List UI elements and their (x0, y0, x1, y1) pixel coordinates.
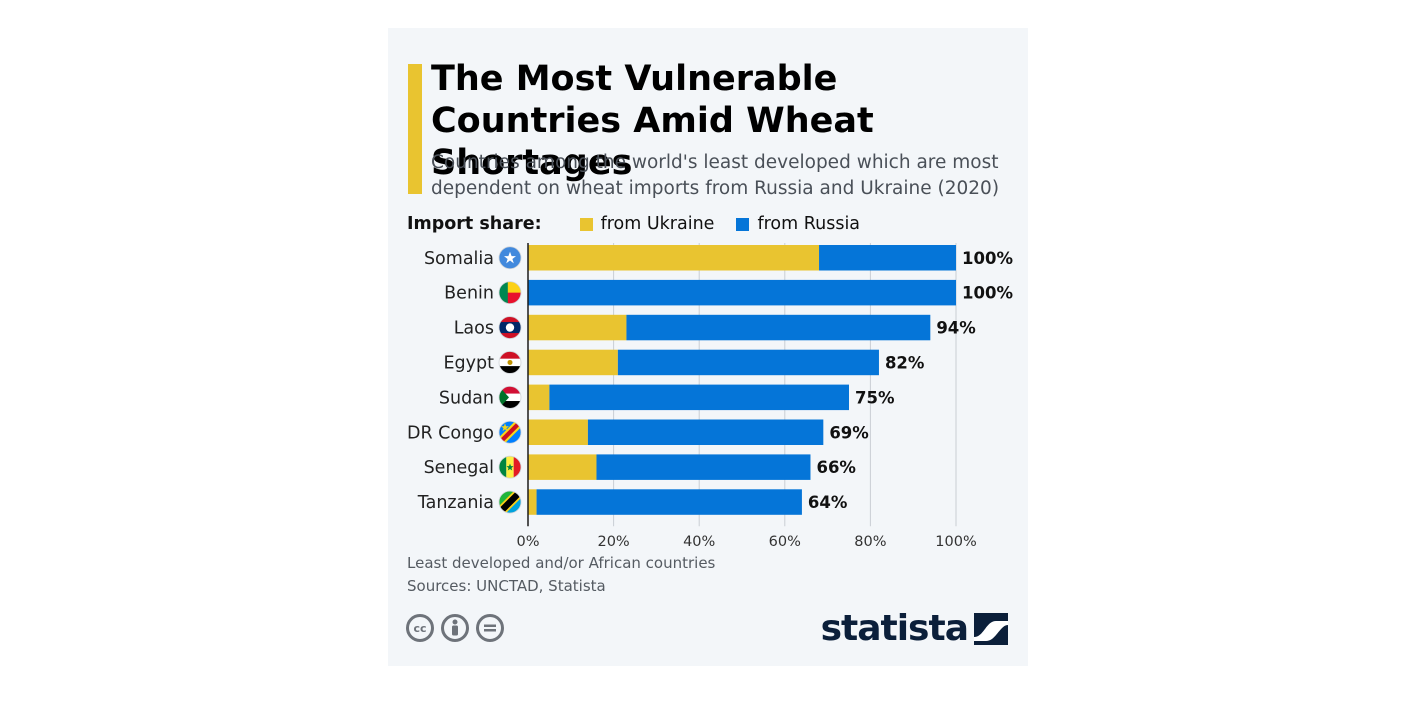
chart-subtitle: Countries among the world's least develo… (431, 152, 1000, 199)
category-label: Benin (444, 284, 494, 304)
legend-label-russia: from Russia (757, 214, 861, 234)
x-tick-label: 80% (854, 534, 886, 548)
title-accent-bar (408, 64, 422, 194)
x-tick-label: 60% (769, 534, 801, 548)
statista-mark-icon (974, 612, 1008, 645)
bar-total-label: 82% (885, 353, 925, 372)
senegal-flag-icon (498, 455, 522, 479)
egypt-flag-icon (498, 351, 522, 374)
category-label: Somalia (424, 249, 494, 269)
bar-segment-ukraine (528, 349, 618, 376)
bar-segment-ukraine (528, 384, 550, 411)
chart-title: The Most Vulnerable Countries Amid Wheat… (431, 59, 874, 183)
bar-total-label: 100% (962, 249, 1013, 268)
sudan-flag-icon (498, 385, 522, 409)
no-derivatives-icon[interactable] (476, 614, 504, 642)
statista-logo[interactable]: statista (821, 608, 1008, 649)
bar-total-label: 100% (962, 284, 1013, 303)
category-label: Senegal (424, 458, 494, 478)
dr-congo-flag-icon (498, 420, 522, 444)
bar-segment-russia (587, 419, 824, 445)
bar-total-label: 64% (808, 493, 848, 512)
bar-segment-russia (536, 489, 802, 515)
category-label: Egypt (444, 353, 495, 373)
sources-line: Sources: UNCTAD, Statista (407, 577, 606, 595)
legend-item-russia: from Russia (736, 214, 860, 234)
bar-segment-russia (819, 245, 956, 271)
category-label: Tanzania (417, 493, 494, 513)
category-label: Laos (454, 319, 494, 339)
category-label: DR Congo (407, 423, 494, 443)
legend-swatch-russia (736, 217, 750, 231)
tanzania-flag-icon (498, 490, 522, 514)
x-tick-label: 20% (597, 534, 629, 548)
bar-total-label: 69% (829, 423, 869, 442)
bar-segment-ukraine (528, 419, 588, 445)
bar-segment-russia (617, 349, 879, 376)
bar-segment-ukraine (528, 245, 820, 271)
bar-segment-ukraine (528, 489, 537, 515)
note-line: Least developed and/or African countries (407, 554, 716, 572)
chart-notes: Least developed and/or African countries… (407, 552, 715, 598)
somalia-flag-icon (498, 246, 522, 270)
benin-flag-icon (498, 281, 522, 305)
license-icons[interactable]: cc (406, 614, 511, 642)
brand-wordmark: statista (820, 608, 969, 649)
bar-chart: 0% 20% 40% 60% 80% 100% 100% Somalia 100% Benin 94… (407, 243, 1013, 548)
bar-segment-russia (549, 384, 849, 411)
laos-flag-icon (498, 316, 522, 339)
chart-card: The Most Vulnerable Countries Amid Wheat… (388, 28, 1028, 666)
bar-segment-ukraine (528, 454, 597, 480)
bar-segment-russia (626, 314, 931, 341)
creative-commons-icon[interactable]: cc (406, 614, 434, 642)
legend-title: Import share: (407, 214, 542, 234)
bar-segment-ukraine (528, 314, 627, 341)
attribution-icon[interactable] (441, 614, 469, 642)
bar-total-label: 94% (936, 319, 976, 338)
legend: Import share: from Ukraine from Russia (407, 212, 882, 236)
legend-swatch-ukraine (579, 217, 593, 231)
bar-segment-russia (528, 279, 956, 306)
x-tick-label: 0% (516, 534, 539, 548)
bar-segment-russia (596, 454, 811, 480)
x-tick-label: 40% (683, 534, 715, 548)
legend-label-ukraine: from Ukraine (600, 214, 715, 234)
bar-total-label: 75% (855, 388, 895, 407)
bar-total-label: 66% (816, 458, 856, 477)
x-tick-label: 100% (935, 534, 976, 548)
category-label: Sudan (439, 388, 494, 408)
legend-item-ukraine: from Ukraine (579, 214, 715, 234)
